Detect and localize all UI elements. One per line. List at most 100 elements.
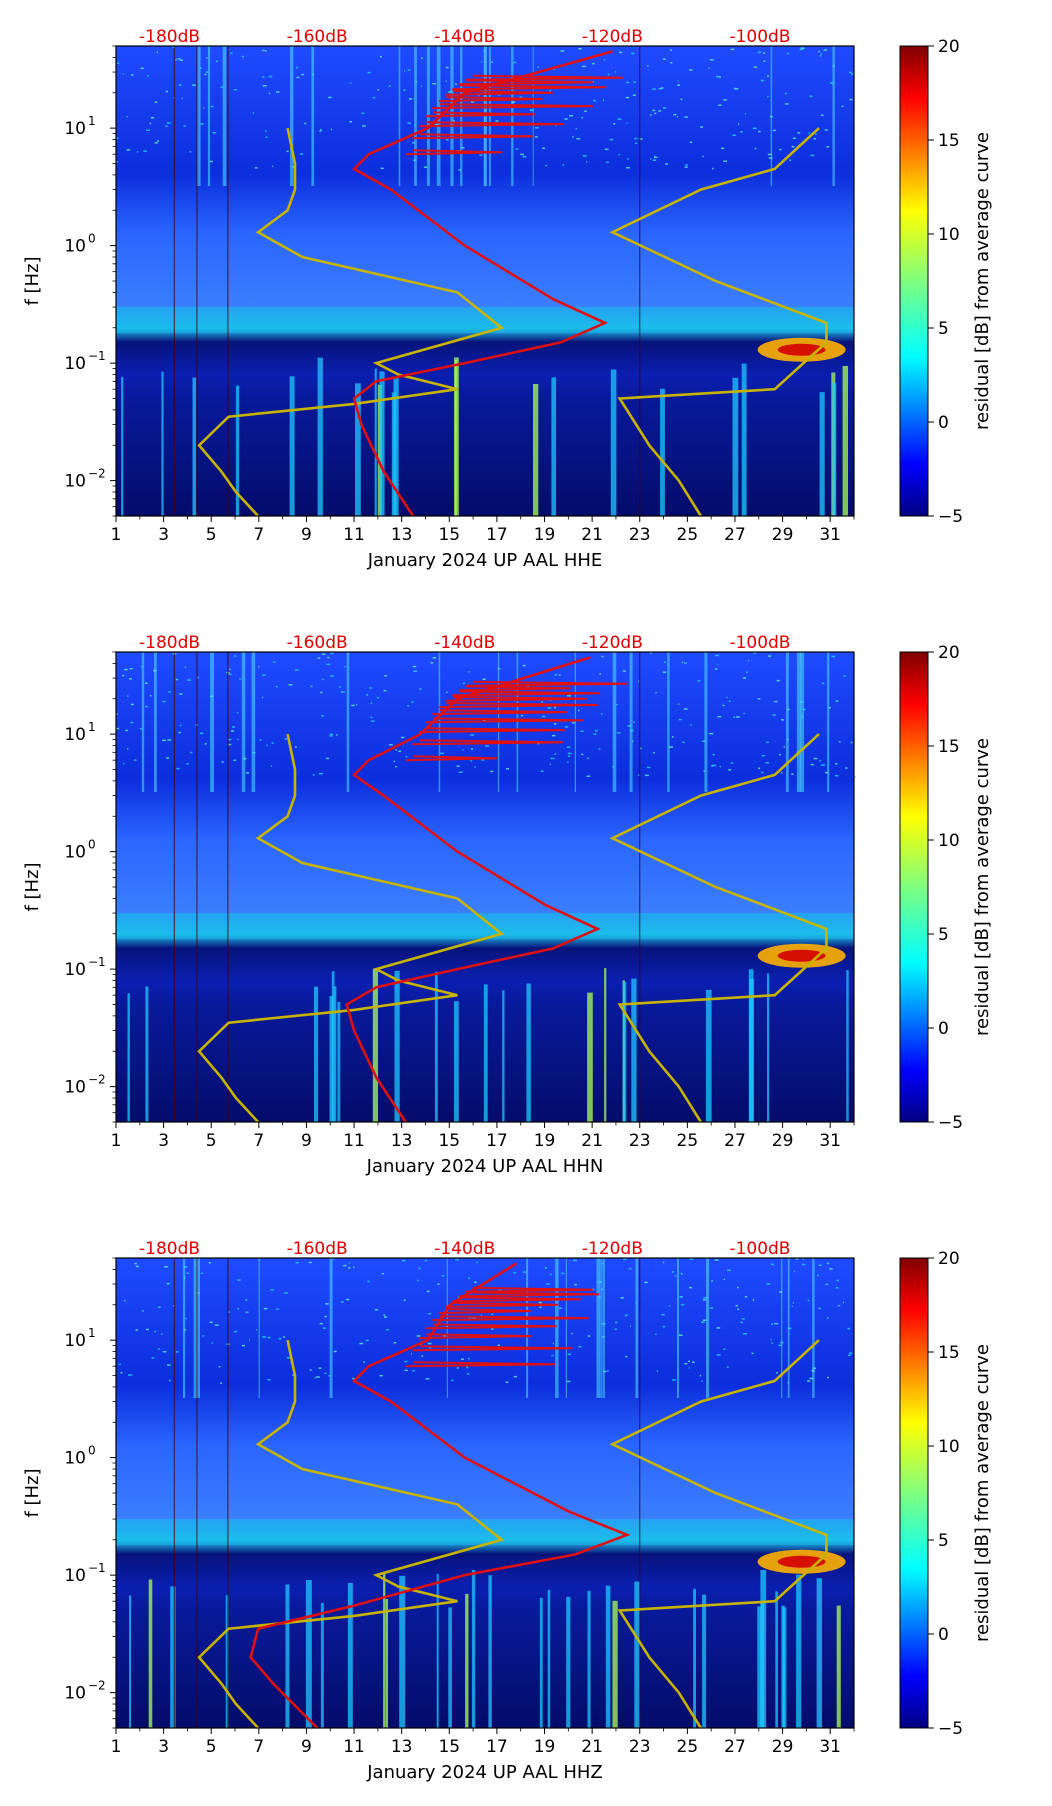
- spectrogram-speckle: [660, 87, 664, 89]
- spectrogram-speckle: [685, 164, 688, 166]
- spectrogram-speckle: [652, 752, 655, 754]
- spectrogram-speckle: [116, 161, 118, 163]
- spectrogram-speckle: [735, 716, 740, 718]
- spectrogram-speckle: [471, 748, 474, 750]
- spectrogram-stripe: [796, 652, 801, 792]
- y-axis-label: f [Hz]: [22, 256, 43, 305]
- spectrogram-speckle: [780, 771, 783, 774]
- spectrogram-speckle: [703, 770, 705, 772]
- spectrogram-speckle: [791, 773, 794, 775]
- spectrogram-speckle: [572, 136, 574, 138]
- x-tick-label: 23: [629, 1131, 651, 1151]
- spectrogram-speckle: [766, 741, 769, 744]
- spectrogram-speckle: [553, 706, 557, 709]
- spectrogram-stripe: [154, 652, 157, 792]
- spectrogram-speckle: [398, 750, 402, 752]
- spectrogram-speckle: [789, 159, 792, 161]
- spectrogram-speckle: [530, 109, 534, 111]
- spectrogram-speckle: [542, 147, 546, 149]
- spectrogram-speckle: [684, 166, 688, 168]
- colorbar-tick-label: 20: [938, 643, 960, 663]
- spectrogram-speckle: [262, 85, 267, 87]
- x-tick-label: 15: [438, 1737, 460, 1757]
- db-tick-label: -120dB: [582, 1239, 643, 1259]
- spectrogram-stripe: [574, 652, 576, 792]
- spectrogram-speckle: [118, 1363, 121, 1366]
- spectrogram-speckle: [652, 109, 656, 112]
- spectrogram-speckle: [669, 746, 673, 748]
- spectrogram-speckle: [206, 57, 208, 59]
- spectrogram-speckle: [820, 114, 824, 116]
- spectrogram-speckle: [712, 764, 716, 767]
- spectrogram-speckle: [751, 1352, 754, 1355]
- spectrogram-speckle: [849, 71, 852, 74]
- spectrogram-speckle: [818, 50, 820, 53]
- spectrogram-stripe: [832, 382, 837, 516]
- psd-spike: [438, 96, 543, 103]
- spectrogram-stripe: [816, 1578, 822, 1728]
- spectrogram-speckle: [849, 1352, 853, 1354]
- spectrogram-speckle: [325, 1303, 329, 1305]
- spectrogram-speckle: [443, 1334, 446, 1337]
- db-tick-label: -180dB: [139, 27, 200, 47]
- spectrogram-speckle: [601, 1288, 603, 1291]
- spectrogram-speckle: [370, 702, 373, 705]
- spectrogram-speckle: [166, 1364, 171, 1366]
- colorbar-tick-label: −5: [938, 1113, 963, 1133]
- spectrogram-stripe: [241, 652, 246, 792]
- spectrogram-speckle: [602, 99, 604, 102]
- spectrogram-speckle: [771, 1323, 774, 1325]
- spectrogram-speckle: [130, 721, 134, 724]
- spectrogram-speckle: [127, 695, 129, 697]
- spectrogram-stripe: [781, 1605, 785, 1728]
- spectrogram-speckle: [616, 704, 618, 706]
- spectrogram-speckle: [228, 673, 232, 675]
- spectrogram-speckle: [227, 738, 232, 741]
- x-axis-label: January 2024 UP AAL HHN: [366, 1156, 604, 1177]
- spectrogram-speckle: [402, 1259, 406, 1262]
- y-tick-label: 10: [64, 472, 86, 492]
- spectrogram-speckle: [246, 772, 250, 774]
- spectrogram-speckle: [835, 700, 839, 702]
- spectrogram-speckle: [136, 151, 139, 153]
- x-tick-label: 7: [253, 525, 264, 545]
- psd-spike: [405, 149, 502, 156]
- spectrogram-speckle: [365, 1339, 369, 1342]
- spectrogram-speckle: [134, 1262, 137, 1265]
- db-tick-label: -180dB: [139, 1239, 200, 1259]
- spectrogram-stripe: [842, 366, 848, 516]
- spectrogram-speckle: [451, 1379, 454, 1382]
- spectrogram-speckle: [505, 768, 510, 770]
- spectrogram-speckle: [320, 691, 323, 694]
- spectrogram-speckle: [745, 671, 748, 673]
- spectrogram-speckle: [634, 137, 638, 140]
- nhnm-curve: [609, 1339, 828, 1729]
- spectrogram-stripe: [749, 978, 754, 1122]
- spectrogram-speckle: [367, 71, 371, 74]
- spectrogram-stripe: [251, 652, 256, 792]
- spectrogram-speckle: [314, 1377, 316, 1379]
- spectrogram-speckle: [662, 671, 667, 673]
- spectrogram-speckle: [407, 69, 411, 71]
- spectrogram-speckle: [490, 770, 494, 773]
- spectrogram-speckle: [393, 1342, 397, 1344]
- spectrogram-speckle: [854, 776, 856, 778]
- spectrogram-speckle: [697, 680, 701, 682]
- y-tick-exponent: −1: [88, 955, 106, 969]
- spectrogram-speckle: [403, 1299, 406, 1301]
- spectrogram-stripe: [399, 1575, 406, 1728]
- spectrogram-speckle: [598, 748, 601, 750]
- psd-spike: [405, 755, 497, 762]
- spectrogram-stripe: [334, 986, 337, 1122]
- spectrogram-speckle: [810, 154, 815, 157]
- spectrogram-speckle: [574, 1283, 577, 1286]
- spectrogram-speckle: [454, 83, 457, 85]
- x-tick-label: 23: [629, 525, 651, 545]
- spectrogram-speckle: [179, 59, 183, 61]
- x-tick-label: 15: [438, 525, 460, 545]
- spectrogram-speckle: [126, 116, 128, 118]
- spectrogram-speckle: [384, 1316, 388, 1318]
- spectrogram-speckle: [470, 759, 473, 762]
- psd-spike: [452, 1296, 581, 1303]
